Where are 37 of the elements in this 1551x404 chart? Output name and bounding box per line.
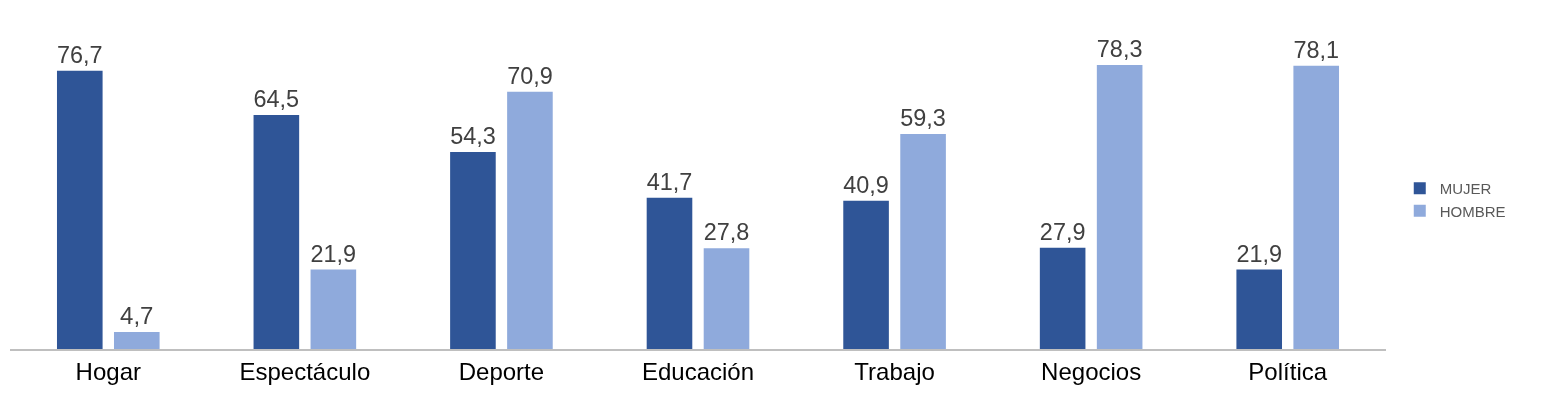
bar [113, 331, 160, 349]
bar [900, 133, 946, 349]
data-label: 64,5 [253, 86, 300, 113]
x-tick-label: Deporte [458, 357, 545, 385]
data-label: 41,7 [646, 168, 693, 195]
data-label: 76,7 [56, 41, 103, 68]
data-label: 40,9 [843, 171, 889, 198]
x-tick-label: Espectáculo [239, 357, 371, 385]
data-label: 78,1 [1293, 36, 1340, 63]
data-label: 78,3 [1096, 36, 1143, 63]
bar [646, 197, 693, 349]
bar [56, 70, 103, 349]
bar [843, 200, 889, 349]
bar [507, 91, 553, 349]
bar [253, 115, 300, 349]
data-label: 27,8 [703, 219, 750, 246]
legend-label: HOMBRE [1439, 202, 1506, 220]
data-label: 21,9 [310, 240, 357, 267]
bar [703, 248, 750, 349]
bar [1236, 269, 1283, 349]
x-tick-label: Hogar [75, 357, 141, 385]
x-tick-label: Educación [641, 357, 755, 385]
bar [450, 152, 496, 349]
bar [310, 269, 357, 349]
legend-label: MUJER [1439, 180, 1492, 198]
x-tick-label: Negocios [1041, 357, 1142, 385]
data-label: 21,9 [1236, 240, 1282, 267]
bar [1039, 247, 1086, 349]
bar [1096, 64, 1143, 349]
data-label: 70,9 [507, 62, 553, 89]
data-label: 54,3 [450, 123, 496, 150]
data-label: 27,9 [1039, 218, 1086, 245]
bar [1293, 65, 1340, 349]
data-label: 59,3 [900, 105, 946, 131]
x-tick-label: Trabajo [854, 357, 935, 385]
x-tick-label: Política [1248, 357, 1328, 385]
data-label: 4,7 [120, 301, 154, 329]
